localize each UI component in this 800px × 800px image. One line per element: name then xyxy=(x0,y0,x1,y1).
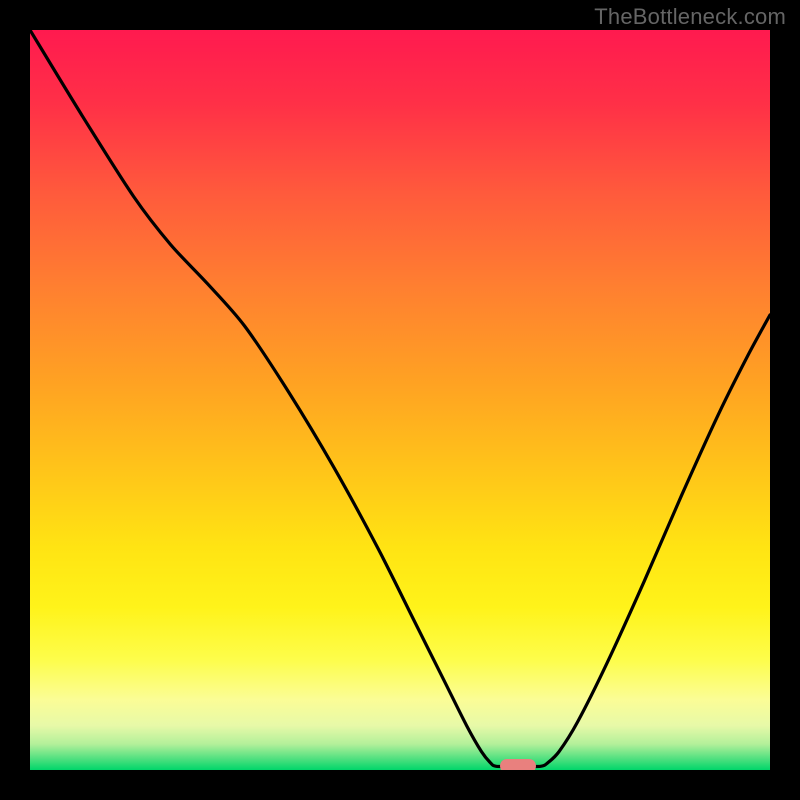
chart-container: { "watermark": { "text": "TheBottleneck.… xyxy=(0,0,800,800)
curve-line xyxy=(30,30,770,770)
plot-area xyxy=(30,30,770,770)
optimal-marker xyxy=(500,759,536,770)
watermark-text: TheBottleneck.com xyxy=(594,4,786,30)
